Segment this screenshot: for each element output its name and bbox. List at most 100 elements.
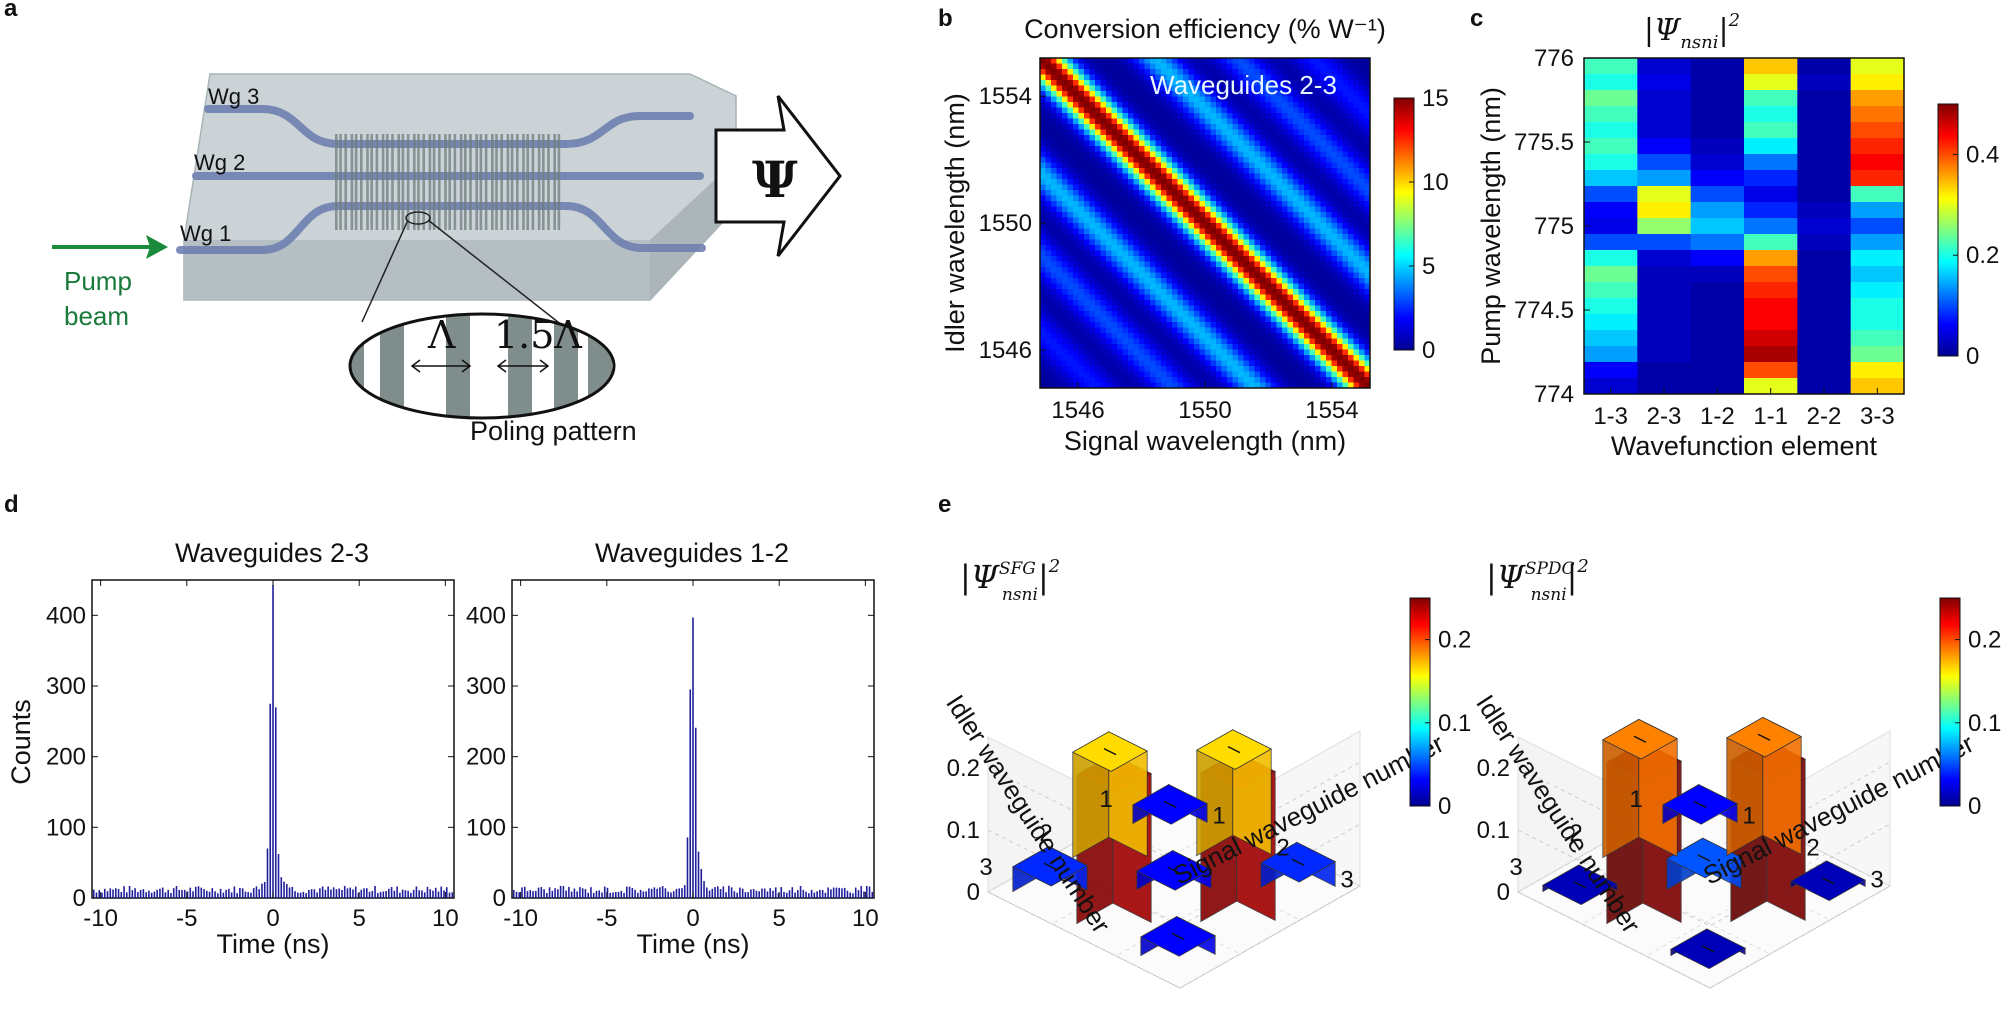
heat-cell (1150, 272, 1157, 279)
heat-cell (1232, 322, 1239, 329)
heat-cell (1348, 184, 1355, 191)
heat-cell (1309, 129, 1316, 136)
heat-cell (1199, 146, 1206, 153)
heat-cell (1084, 58, 1091, 65)
heat-cell (1243, 85, 1250, 92)
heat-cell (1298, 179, 1305, 186)
z-tick-label: 0.1 (1477, 817, 1510, 844)
poling-stripe (464, 134, 467, 230)
heat-cell (1293, 371, 1300, 378)
heat-cell (1100, 102, 1107, 109)
heat-cell (1161, 366, 1168, 373)
heat-cell (1194, 140, 1201, 147)
heat-cell (1221, 118, 1228, 125)
heat-cell (1304, 74, 1311, 81)
poling-domain (554, 314, 578, 418)
heat-cell (1243, 96, 1250, 103)
heat-cell (1177, 173, 1184, 180)
heat-cell (1359, 239, 1366, 246)
heat-cell (1282, 102, 1289, 109)
heat-cell (1348, 316, 1355, 323)
heat-cell (1166, 283, 1173, 290)
heat-cell (1205, 129, 1212, 136)
heat-cell (1249, 91, 1256, 98)
heat-cell (1298, 201, 1305, 208)
heat-cell (1221, 267, 1228, 274)
heat-cell (1359, 283, 1366, 290)
heat-cell (1337, 316, 1344, 323)
heat-cell (1276, 250, 1283, 257)
heat-cell (1155, 239, 1162, 246)
heat-cell (1139, 382, 1146, 388)
heat-cell (1166, 223, 1173, 230)
heat-cell (1342, 267, 1349, 274)
heat-cell (1040, 311, 1047, 318)
heat-cell (1051, 333, 1058, 340)
heat-cell (1320, 91, 1327, 98)
heat-cell (1117, 102, 1124, 109)
heat-cell (1177, 69, 1184, 76)
heat-cell (1045, 283, 1052, 290)
heat-cell (1282, 91, 1289, 98)
heat-cell (1320, 234, 1327, 241)
heat-cell (1249, 311, 1256, 318)
heat-cell (1089, 58, 1096, 65)
heat-cell (1177, 195, 1184, 202)
heat-cell (1051, 146, 1058, 153)
heat-cell (1797, 170, 1852, 187)
heat-cell (1320, 140, 1327, 147)
heat-cell (1117, 113, 1124, 120)
heat-cell (1128, 239, 1135, 246)
z-tick-label: 0 (1497, 879, 1510, 906)
heat-cell (1194, 344, 1201, 351)
heat-cell (1166, 173, 1173, 180)
heat-cell (1084, 377, 1091, 384)
heat-cell (1254, 107, 1261, 114)
heat-cell (1150, 322, 1157, 329)
heat-cell (1304, 344, 1311, 351)
y-tick-label: 0 (73, 885, 86, 912)
heat-cell (1359, 151, 1366, 158)
heat-cell (1161, 168, 1168, 175)
heat-cell (1210, 151, 1217, 158)
heat-cell (1210, 272, 1217, 279)
heat-cell (1056, 355, 1063, 362)
heat-cell (1326, 366, 1333, 373)
heat-cell (1111, 113, 1118, 120)
heat-cell (1342, 157, 1349, 164)
heat-cell (1205, 316, 1212, 323)
heat-cell (1304, 140, 1311, 147)
heat-cell (1089, 228, 1096, 235)
heat-cell (1326, 234, 1333, 241)
heat-cell (1166, 344, 1173, 351)
heat-cell (1073, 113, 1080, 120)
heat-cell (1227, 371, 1234, 378)
heat-cell (1282, 63, 1289, 70)
heat-cell (1320, 272, 1327, 279)
heat-cell (1293, 256, 1300, 263)
heat-cell (1117, 146, 1124, 153)
heat-cell (1359, 289, 1366, 296)
heat-cell (1095, 333, 1102, 340)
heat-cell (1320, 179, 1327, 186)
heat-cell (1216, 129, 1223, 136)
heat-cell (1111, 245, 1118, 252)
heat-cell (1084, 267, 1091, 274)
heat-cell (1243, 371, 1250, 378)
heat-cell (1095, 151, 1102, 158)
heat-cell (1155, 212, 1162, 219)
heat-cell (1045, 173, 1052, 180)
heat-cell (1040, 151, 1047, 158)
heat-cell (1276, 338, 1283, 345)
heat-cell (1117, 157, 1124, 164)
heat-cell (1364, 217, 1370, 224)
heat-cell (1161, 261, 1168, 268)
heat-cell (1177, 168, 1184, 175)
heat-cell (1287, 261, 1294, 268)
heat-cell (1293, 113, 1300, 120)
heat-cell (1243, 344, 1250, 351)
heat-cell (1161, 129, 1168, 136)
heat-cell (1287, 190, 1294, 197)
heat-cell (1216, 179, 1223, 186)
heat-cell (1166, 157, 1173, 164)
